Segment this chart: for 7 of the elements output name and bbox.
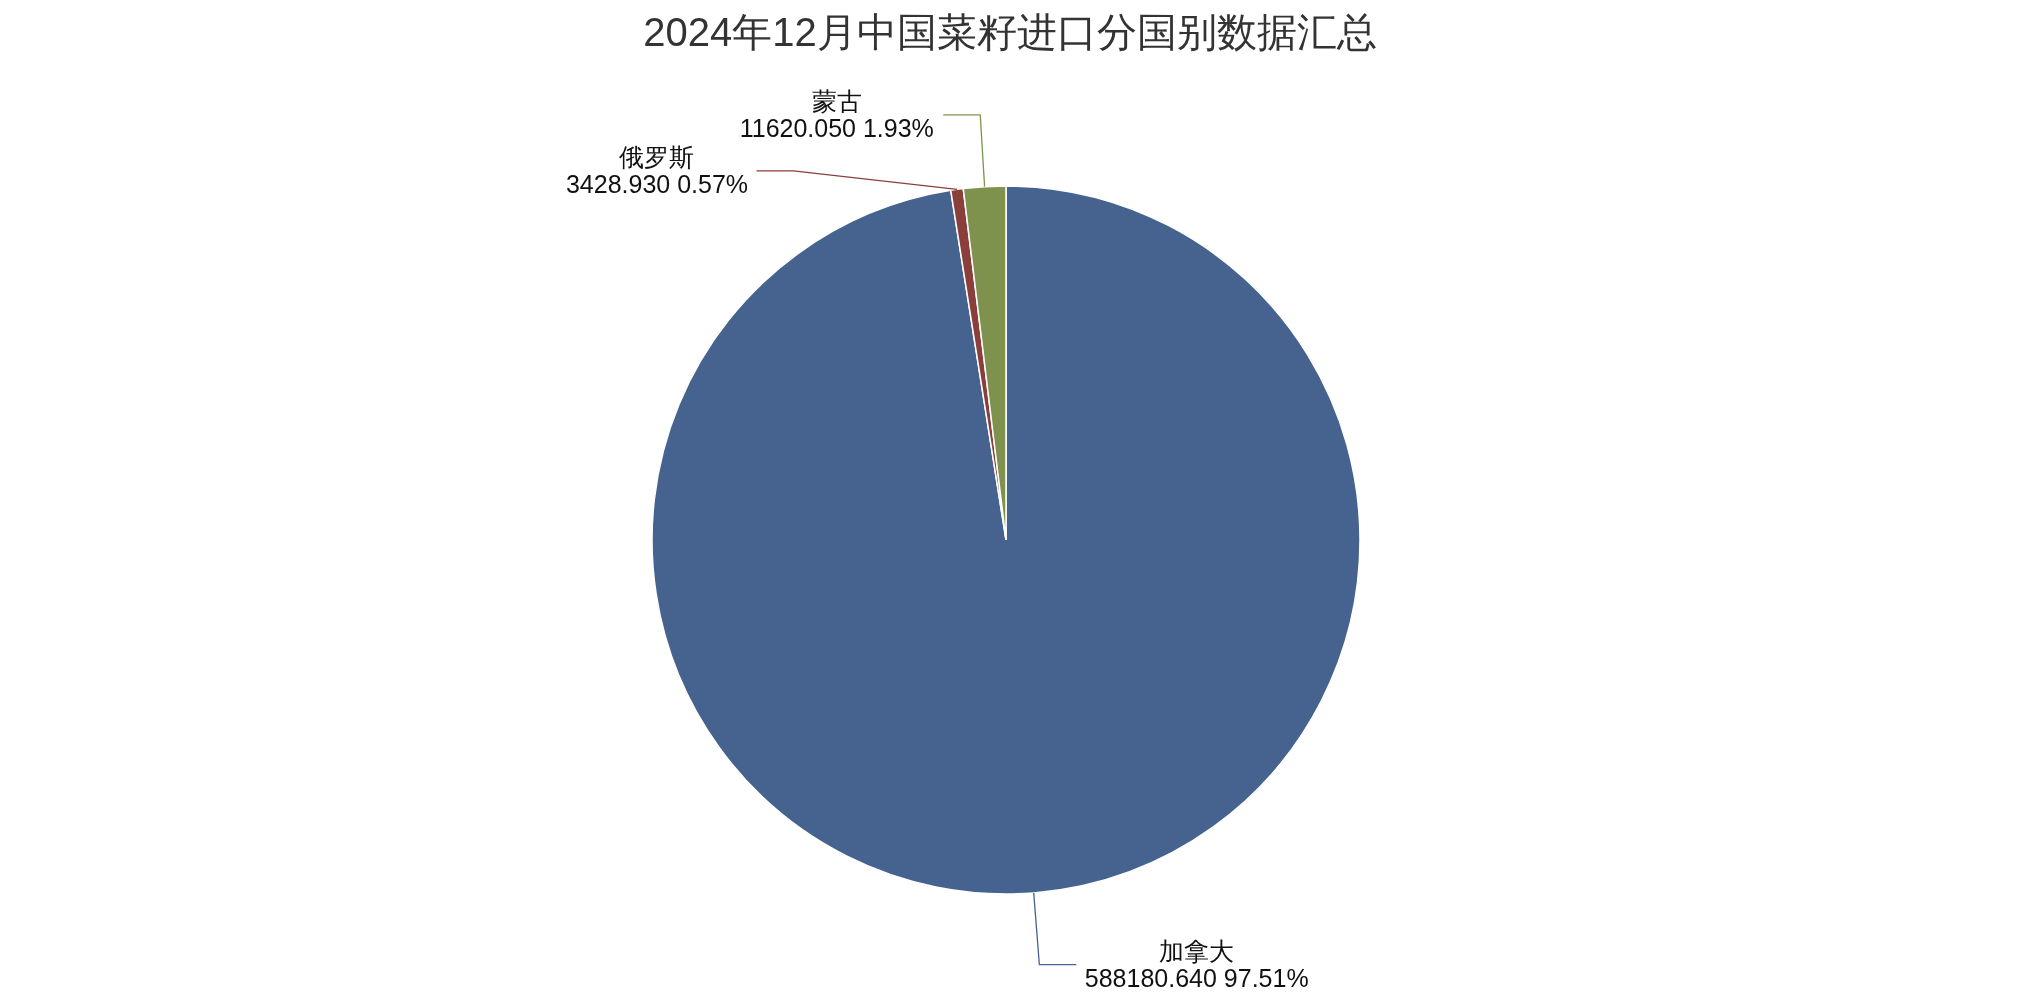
slice-label: 俄罗斯 xyxy=(619,142,695,171)
data-label: 588180.640 97.51% xyxy=(1084,963,1309,992)
slice-label: 加拿大 xyxy=(1159,936,1235,965)
data-label: 3428.930 0.57% xyxy=(565,169,749,198)
slice-label: 蒙古 xyxy=(811,86,862,115)
data-label: 11620.050 1.93% xyxy=(739,113,934,142)
chart-title: 2024年12月中国菜籽进口分国别数据汇总 xyxy=(643,10,1377,54)
